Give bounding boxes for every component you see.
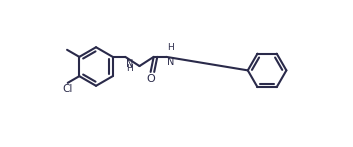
Text: N: N xyxy=(167,57,174,67)
Text: H: H xyxy=(126,64,132,73)
Text: N: N xyxy=(126,59,133,69)
Text: H: H xyxy=(167,43,174,52)
Text: Cl: Cl xyxy=(62,84,73,94)
Text: O: O xyxy=(146,74,155,84)
